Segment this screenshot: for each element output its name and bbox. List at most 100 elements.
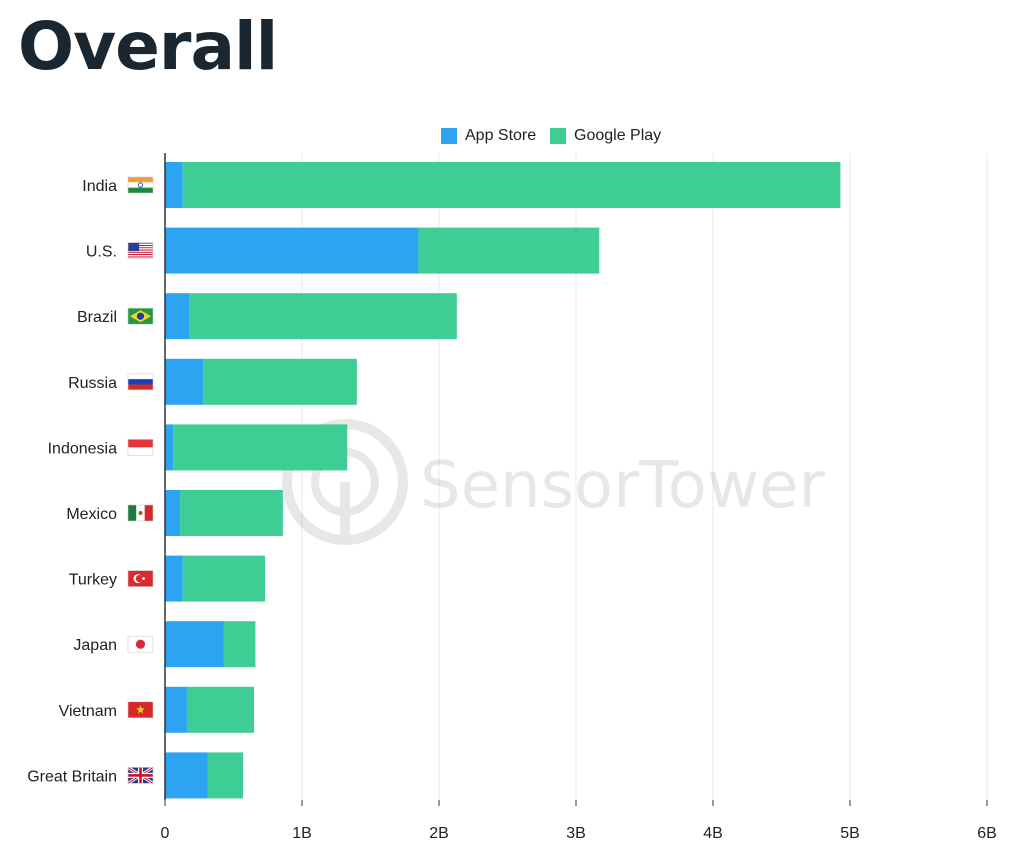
russia-flag-icon <box>127 373 154 391</box>
category-label-japan: Japan <box>73 637 117 654</box>
category-label-u-s: U.S. <box>86 244 117 261</box>
mexico-flag-icon <box>127 504 154 522</box>
chart-legend: App Store Google Play <box>0 124 1024 148</box>
bars <box>165 162 841 799</box>
great-britain-flag-icon <box>127 766 154 785</box>
bar-app-store-great-britain[interactable] <box>165 752 208 799</box>
category-label-vietnam: Vietnam <box>59 703 117 720</box>
flag-border <box>127 439 154 456</box>
bar-app-store-turkey[interactable] <box>165 555 183 602</box>
flag-part <box>136 705 145 714</box>
x-tick-label: 4B <box>703 825 723 842</box>
category-label-indonesia: Indonesia <box>48 440 117 457</box>
us-flag-icon <box>127 242 154 259</box>
flag-border <box>127 373 154 391</box>
flag-part <box>128 248 153 250</box>
x-tick-label: 3B <box>566 825 586 842</box>
indonesia-flag-icon <box>127 439 154 456</box>
bar-google-play-great-britain[interactable] <box>207 752 244 799</box>
category-label-russia: Russia <box>68 375 117 392</box>
bar-app-store-japan[interactable] <box>165 621 224 668</box>
bar-app-store-vietnam[interactable] <box>165 686 187 733</box>
legend-swatch-google-play <box>550 128 566 144</box>
legend-label-app-store: App Store <box>465 127 537 144</box>
flag-part <box>128 252 153 255</box>
flag-part <box>138 511 143 515</box>
flag-part <box>128 182 153 188</box>
watermark: SensorTower <box>282 419 825 545</box>
flag-border <box>127 767 154 784</box>
flag-part <box>128 242 139 252</box>
flag-part <box>128 257 153 259</box>
brazil-flag-icon <box>127 307 154 325</box>
legend-swatch-app-store <box>441 128 457 144</box>
flag-part <box>144 505 153 521</box>
category-label-brazil: Brazil <box>77 309 117 326</box>
flag-part <box>136 312 145 320</box>
flag-part <box>128 373 153 380</box>
watermark-logo-icon <box>282 419 408 545</box>
flag-part <box>128 243 153 245</box>
flag-border <box>127 176 154 194</box>
flag-part <box>128 774 153 777</box>
turkey-flag-icon <box>127 570 154 587</box>
flag-part <box>128 251 153 253</box>
flag-part <box>128 187 153 193</box>
bar-app-store-brazil[interactable] <box>165 293 190 340</box>
bar-google-play-indonesia[interactable] <box>173 424 348 471</box>
category-labels: India U.S. Brazil Russia Indonesia Mexico Turk… <box>27 178 117 785</box>
flag-part <box>128 447 153 456</box>
flag-border <box>127 635 154 653</box>
watermark-logo-stem-icon <box>340 482 350 542</box>
japan-flag-icon <box>127 635 154 653</box>
flag-part <box>128 177 153 183</box>
flag-part <box>128 247 153 249</box>
bar-google-play-india[interactable] <box>182 162 841 208</box>
bar-app-store-u-s[interactable] <box>165 227 419 274</box>
flag-border <box>127 504 154 522</box>
flag-part <box>128 249 153 251</box>
x-tick-label: 2B <box>429 825 449 842</box>
category-label-india: India <box>82 178 117 195</box>
legend-item-google-play[interactable]: Google Play <box>550 124 661 148</box>
bar-app-store-india[interactable] <box>165 162 183 208</box>
india-flag-icon <box>127 176 154 194</box>
flag-border <box>127 242 154 259</box>
watermark-text: SensorTower <box>420 449 825 523</box>
flag-part <box>128 439 153 448</box>
bar-app-store-mexico[interactable] <box>165 490 181 536</box>
bar-google-play-u-s[interactable] <box>418 227 600 274</box>
flag-border <box>127 570 154 587</box>
bar-google-play-brazil[interactable] <box>189 293 457 340</box>
flag-border <box>127 701 154 719</box>
flag-part <box>128 244 153 247</box>
flag-border <box>127 307 154 325</box>
category-flags <box>127 176 154 785</box>
bar-app-store-indonesia[interactable] <box>165 424 174 471</box>
flag-part <box>128 250 153 252</box>
bar-google-play-mexico[interactable] <box>180 490 283 536</box>
category-label-mexico: Mexico <box>66 506 117 523</box>
category-label-great-britain: Great Britain <box>27 768 117 785</box>
category-label-turkey: Turkey <box>69 572 117 589</box>
flag-part <box>135 575 143 583</box>
flag-part <box>135 639 146 649</box>
x-tick-label: 0 <box>161 825 170 842</box>
bar-app-store-russia[interactable] <box>165 358 204 405</box>
page-title: Overall <box>18 8 278 85</box>
flag-part <box>128 255 153 257</box>
x-tick-label: 6B <box>977 825 997 842</box>
x-tick-label: 5B <box>840 825 860 842</box>
bar-google-play-japan[interactable] <box>223 621 256 668</box>
bar-google-play-turkey[interactable] <box>182 555 266 602</box>
flag-part <box>128 242 153 244</box>
flag-part <box>128 384 153 390</box>
x-tick-labels: 0 1B 2B 3B 4B 5B 6B <box>161 800 997 842</box>
flag-part <box>128 379 153 385</box>
legend-item-app-store[interactable]: App Store <box>441 124 536 148</box>
flag-part <box>128 505 137 521</box>
bar-google-play-russia[interactable] <box>203 358 357 405</box>
bar-google-play-vietnam[interactable] <box>186 686 255 733</box>
legend-label-google-play: Google Play <box>574 127 662 144</box>
